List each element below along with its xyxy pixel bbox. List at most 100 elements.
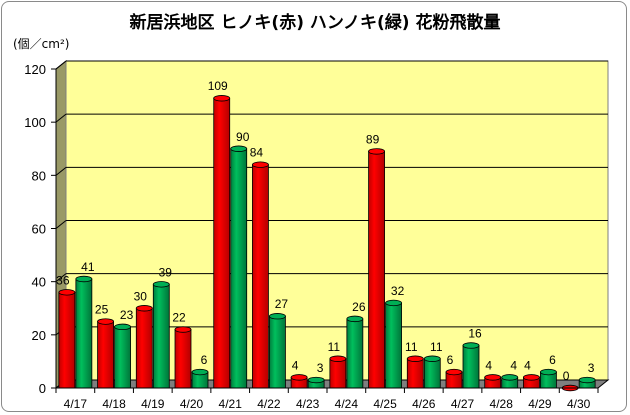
- bar: [385, 299, 402, 389]
- data-label: 0: [563, 369, 570, 383]
- x-category-label: 4/24: [335, 397, 359, 411]
- bar: [406, 355, 424, 389]
- data-label: 6: [549, 353, 556, 367]
- data-label: 6: [201, 353, 208, 367]
- bar-body: [135, 307, 153, 389]
- y-tick-label: 80: [32, 168, 46, 183]
- bar: [191, 368, 209, 389]
- data-label: 39: [159, 265, 173, 279]
- bar-body: [174, 329, 192, 389]
- data-label: 3: [317, 361, 324, 375]
- bar: [174, 326, 192, 389]
- data-label: 4: [510, 358, 517, 372]
- bar: [252, 161, 269, 389]
- bar-body: [58, 291, 76, 389]
- bar-cap: [269, 313, 286, 320]
- gridline: [55, 113, 67, 123]
- bar: [152, 281, 170, 389]
- x-category-label: 4/28: [490, 397, 514, 411]
- bar: [135, 305, 153, 389]
- bar-cap: [97, 318, 114, 325]
- data-label: 4: [524, 358, 531, 372]
- bar-body: [269, 315, 286, 389]
- y-tick-label: 40: [32, 275, 46, 290]
- x-axis-categories: 4/17 4/18 4/19 4/20 4/21 4/22 4/23 4/24 4/25 4/26…: [55, 387, 599, 411]
- y-axis-ticks: 0 20 40 60 80 100 120: [24, 62, 57, 396]
- bar-cap: [290, 374, 308, 381]
- bar-cap: [540, 368, 557, 376]
- bar-cap: [445, 368, 463, 376]
- bar-body: [368, 151, 385, 389]
- data-label: 84: [250, 146, 264, 160]
- bar-cap: [191, 368, 209, 376]
- data-label: 22: [172, 311, 186, 325]
- bar-cap: [501, 374, 519, 381]
- bar-cap: [578, 376, 596, 384]
- x-category-label: 4/26: [412, 397, 436, 411]
- bar: [269, 313, 286, 389]
- x-category-label: 4/20: [180, 397, 204, 411]
- bar: [213, 95, 231, 389]
- y-tick-label: 120: [24, 62, 46, 77]
- bar-body: [252, 164, 269, 389]
- bar-cap: [523, 374, 540, 381]
- data-label: 6: [447, 353, 454, 367]
- y-tick-label: 20: [32, 328, 46, 343]
- x-category-label: 4/18: [102, 397, 126, 411]
- bar-cap: [385, 299, 402, 307]
- x-category-label: 4/25: [373, 397, 397, 411]
- data-label: 4: [485, 358, 492, 372]
- bar: [523, 374, 540, 389]
- bar-body: [230, 148, 248, 389]
- x-category-label: 4/29: [528, 397, 552, 411]
- bar-cap: [462, 342, 480, 349]
- data-label: 27: [275, 297, 289, 311]
- bar-cap: [307, 376, 325, 384]
- data-label: 4: [292, 358, 299, 372]
- bar-body: [346, 318, 364, 389]
- bar: [58, 289, 76, 389]
- bar-cap: [484, 374, 502, 381]
- y-tick-label: 0: [39, 381, 46, 396]
- data-label: 11: [328, 340, 341, 354]
- x-category-label: 4/17: [64, 397, 88, 411]
- bar-body: [329, 358, 347, 389]
- x-category-label: 4/27: [451, 397, 475, 411]
- data-label: 90: [236, 130, 250, 144]
- data-label: 11: [405, 340, 418, 354]
- data-label: 26: [352, 300, 366, 314]
- data-label: 32: [391, 284, 405, 298]
- bar-cap: [346, 315, 364, 323]
- x-category-label: 4/30: [567, 397, 591, 411]
- gridlines: [55, 60, 608, 336]
- bar: [307, 376, 325, 389]
- bar-body: [385, 302, 402, 389]
- bar-body: [152, 283, 170, 389]
- data-label: 11: [430, 340, 443, 354]
- bar: [423, 355, 441, 389]
- gridline: [55, 220, 67, 229]
- x-category-label: 4/21: [219, 397, 243, 411]
- bar-body: [97, 321, 114, 389]
- data-label: 36: [56, 273, 70, 287]
- bar-body: [114, 326, 131, 389]
- bar: [484, 374, 502, 389]
- bar-body: [406, 358, 424, 389]
- y-tick-label: 100: [24, 115, 46, 130]
- data-label: 23: [120, 308, 134, 322]
- bar-cap: [423, 355, 441, 362]
- bar-body: [462, 345, 480, 389]
- y-tick-label: 60: [32, 222, 46, 237]
- bar-body: [423, 358, 441, 389]
- bar-cap: [368, 148, 385, 155]
- gridline: [55, 60, 67, 70]
- data-label: 3: [588, 361, 595, 375]
- bar-body: [213, 97, 231, 389]
- bar: [290, 374, 308, 389]
- bar-cap: [58, 289, 76, 296]
- bar-cap: [114, 323, 131, 331]
- bar-body: [75, 278, 93, 389]
- bar: [462, 342, 480, 389]
- data-label: 30: [134, 289, 148, 303]
